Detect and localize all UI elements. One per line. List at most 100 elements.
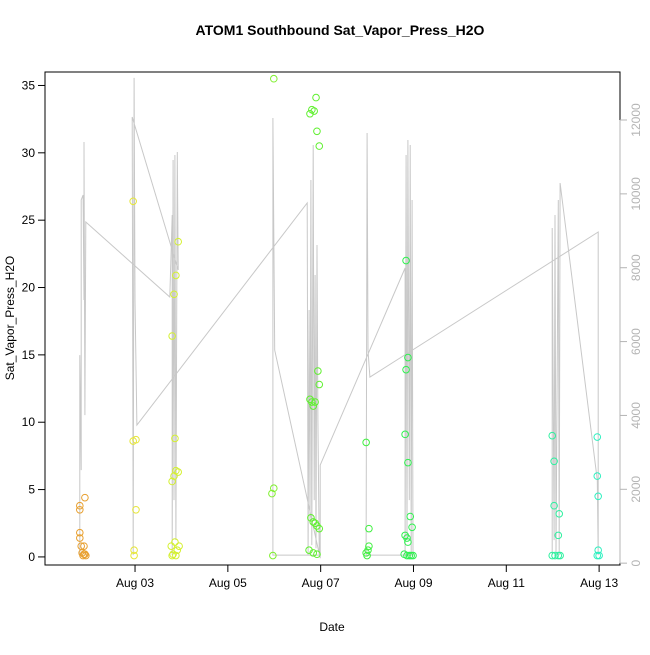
point xyxy=(406,512,415,521)
point xyxy=(174,468,182,476)
point xyxy=(170,290,178,299)
point xyxy=(132,505,140,514)
point xyxy=(307,514,315,522)
point xyxy=(365,524,373,533)
point xyxy=(402,365,410,374)
point xyxy=(548,551,557,560)
point xyxy=(130,546,138,554)
point xyxy=(306,109,314,118)
point xyxy=(81,493,89,502)
point xyxy=(172,551,180,560)
point xyxy=(76,528,84,537)
track-line xyxy=(79,77,599,559)
point xyxy=(76,501,84,510)
point xyxy=(175,542,183,550)
point xyxy=(81,550,89,559)
point xyxy=(315,524,324,533)
y-tick-label: 30 xyxy=(22,146,36,160)
point xyxy=(362,549,370,557)
x-tick-label: Aug 05 xyxy=(209,576,247,590)
y2-tick-label: 6000 xyxy=(629,328,643,355)
point xyxy=(312,93,320,102)
point xyxy=(173,546,182,554)
point xyxy=(305,546,313,554)
point xyxy=(315,142,324,150)
point xyxy=(309,402,318,410)
y2-tick-label: 0 xyxy=(629,559,643,566)
point xyxy=(168,477,176,486)
point xyxy=(76,505,84,514)
x-tick-label: Aug 11 xyxy=(488,576,525,590)
point xyxy=(548,431,557,440)
point xyxy=(594,492,602,501)
y-tick-label: 15 xyxy=(22,348,36,362)
point xyxy=(168,332,176,340)
point xyxy=(556,551,564,560)
point xyxy=(550,457,558,466)
point xyxy=(554,531,563,540)
y-tick-label: 25 xyxy=(22,213,36,227)
y2-tick-label: 10000 xyxy=(629,177,643,211)
y-tick-label: 35 xyxy=(22,78,36,92)
y2-tick-label: 8000 xyxy=(629,254,643,281)
point xyxy=(170,472,178,480)
point xyxy=(168,551,176,560)
point xyxy=(550,501,558,510)
y-tick-label: 10 xyxy=(22,415,36,429)
point xyxy=(401,430,409,439)
point xyxy=(308,398,316,406)
x-axis-label: Date xyxy=(319,620,345,634)
point xyxy=(595,551,603,560)
y2-tick-label: 12000 xyxy=(629,103,643,137)
point xyxy=(129,197,137,206)
point xyxy=(362,438,370,447)
point xyxy=(80,542,88,550)
point xyxy=(409,551,417,560)
point xyxy=(404,458,412,467)
point xyxy=(313,550,321,559)
y2-tick-label: 4000 xyxy=(629,402,643,429)
point xyxy=(593,472,602,480)
point xyxy=(313,522,321,530)
point xyxy=(268,489,276,498)
point xyxy=(314,367,322,375)
point xyxy=(172,271,180,280)
y-axis-label: Sat_Vapor_Press_H2O xyxy=(3,256,17,381)
y-tick-label: 5 xyxy=(28,483,35,497)
x-tick-label: Aug 07 xyxy=(302,576,340,590)
point xyxy=(402,256,410,265)
y-tick-label: 0 xyxy=(28,550,35,564)
point xyxy=(408,523,416,532)
point xyxy=(171,434,179,443)
point xyxy=(269,484,278,493)
point xyxy=(315,380,324,389)
point xyxy=(132,435,140,444)
point xyxy=(594,546,602,554)
point xyxy=(174,237,182,246)
point xyxy=(403,534,411,542)
point xyxy=(555,510,564,518)
point xyxy=(365,542,373,550)
point xyxy=(593,433,602,441)
point xyxy=(404,538,412,546)
point xyxy=(269,551,277,560)
point xyxy=(313,127,321,136)
point xyxy=(79,551,87,560)
x-tick-label: Aug 09 xyxy=(394,576,432,590)
y-tick-label: 20 xyxy=(22,281,36,295)
point xyxy=(404,353,412,362)
point xyxy=(130,551,138,560)
x-tick-label: Aug 13 xyxy=(580,576,618,590)
point xyxy=(311,398,319,406)
point xyxy=(403,551,411,560)
point xyxy=(82,551,90,560)
point xyxy=(171,538,179,546)
chart-title: ATOM1 Southbound Sat_Vapor_Press_H2O xyxy=(196,22,485,38)
x-tick-label: Aug 03 xyxy=(116,576,154,590)
point xyxy=(310,107,318,115)
point xyxy=(551,551,559,560)
point xyxy=(76,534,84,542)
point xyxy=(269,74,278,83)
